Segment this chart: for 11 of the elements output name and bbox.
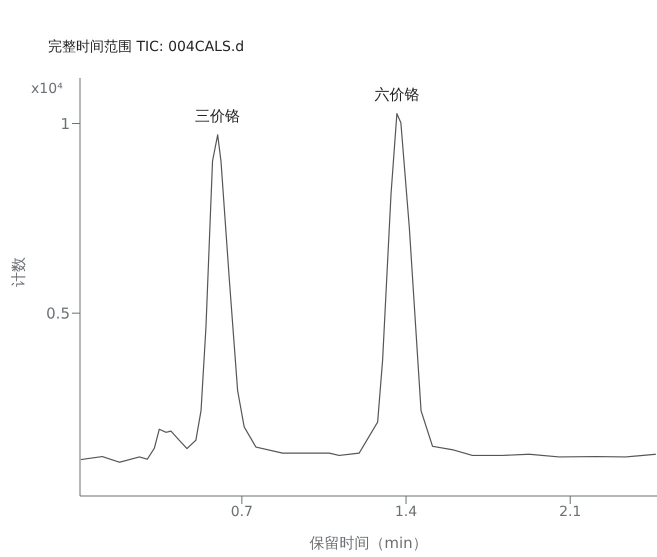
chart-title: 完整时间范围 TIC: 004CALS.d xyxy=(48,38,244,56)
y-tick-label: 0.5 xyxy=(46,304,70,322)
x-tick-label: 2.1 xyxy=(559,504,582,520)
scale-multiplier-note: x10⁴ xyxy=(31,81,63,97)
annotation: 三价铬 xyxy=(195,106,240,125)
annotation: 六价铬 xyxy=(374,86,420,104)
x-axis-title: 保留时间（min） xyxy=(309,534,428,552)
y-axis-title: 计数 xyxy=(9,257,28,287)
x-tick-label: 1.4 xyxy=(394,504,418,520)
y-tick-label: 1 xyxy=(60,114,70,133)
x-tick-label: 0.7 xyxy=(230,504,253,520)
